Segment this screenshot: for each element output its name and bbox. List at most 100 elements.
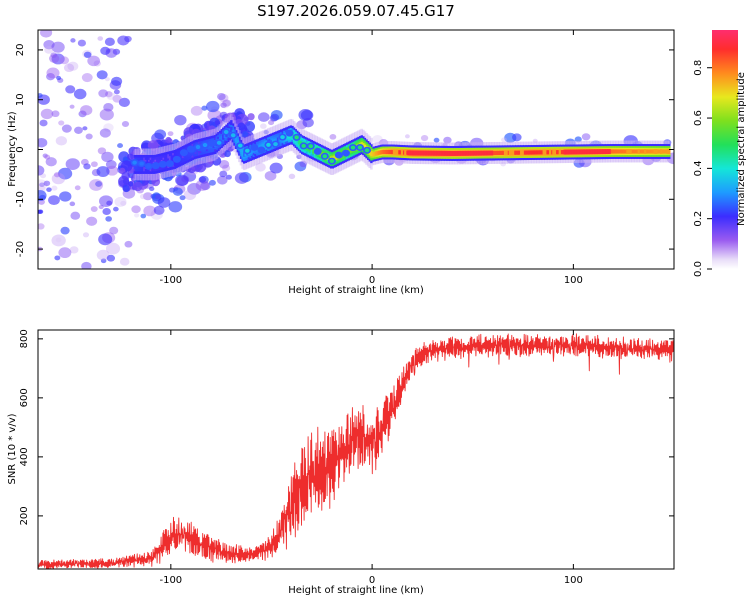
spectrogram-noise-blob <box>89 179 104 191</box>
spectrogram-noise-blob <box>51 185 58 191</box>
colorbar-ticks: 0.0 0.2 0.4 0.6 0.8 <box>693 60 712 277</box>
spectrogram-y-ticks: -20 -10 0 10 20 <box>15 44 674 257</box>
snr-background <box>38 330 674 569</box>
spectrogram-noise-blob <box>112 94 122 103</box>
spectrogram-cluster-blob <box>207 158 213 164</box>
spectrogram-noise-blob <box>46 187 52 192</box>
spectrogram-ridge-peak <box>629 149 632 154</box>
spectrogram-ridge-peak <box>462 150 465 156</box>
spectrogram-noise-blob <box>101 151 114 163</box>
spectrogram-ridge-band <box>402 150 405 155</box>
spectrogram-ridge-peak <box>433 150 436 156</box>
spectrogram-noise-blob <box>65 158 80 171</box>
spectrogram-noise-blob <box>263 129 269 135</box>
snr-y-label: SNR (10 * v/v) <box>7 413 18 484</box>
spectrogram-noise-blob <box>105 242 121 255</box>
spectrogram-noise-blob <box>81 73 93 83</box>
spectrogram-noise-blob <box>83 163 91 170</box>
spectrogram-noise-blob <box>86 216 98 226</box>
spectrogram-noise-blob <box>44 46 54 54</box>
spectrogram-noise-blob <box>78 110 87 118</box>
spectrogram-ridge-core <box>280 135 285 140</box>
spectrogram-ridge-peak <box>458 150 462 156</box>
spectrogram-ridge-band <box>276 137 280 143</box>
snr-y-tick-label: 400 <box>19 447 30 466</box>
spectrogram-ridge-band <box>664 149 668 154</box>
spectrogram-noise-blob <box>174 114 187 126</box>
spectrogram-ridge-core <box>139 161 144 166</box>
snr-x-tick-label: 100 <box>564 575 583 586</box>
spectrogram-ridge-peak <box>415 150 418 156</box>
spectrogram-ridge-band <box>222 134 225 140</box>
spectrogram-ridge-core <box>322 154 328 159</box>
spectrogram-ridge-band <box>631 149 634 154</box>
spectrogram-x-label: Height of straight line (km) <box>288 285 424 296</box>
spectrogram-ridge-peak <box>586 149 589 155</box>
spectrogram-ridge-band <box>555 150 558 155</box>
spectrogram-noise-blob <box>222 164 231 172</box>
spectrogram-ridge-peak <box>566 149 569 155</box>
spectrogram-ridge-band <box>523 150 526 155</box>
spectrogram-noise-blob <box>90 161 98 168</box>
spectrogram-ridge-band <box>241 150 244 156</box>
spectrogram-ridge-core <box>245 148 250 153</box>
spectrogram-ridge-band <box>494 150 497 156</box>
spectrogram-ridge-peak <box>571 149 574 155</box>
spectrogram-cluster-blob <box>191 128 202 139</box>
snr-x-ticks: -100 0 100 <box>159 330 583 586</box>
spectrogram-noise-blob <box>172 187 183 196</box>
spectrogram-noise-blob <box>82 232 90 238</box>
spectrogram-ridge-band <box>610 149 613 154</box>
spectrogram-ridge-peak <box>481 150 484 156</box>
spectrogram-ridge-band <box>634 149 637 154</box>
spectrogram-ridge-peak <box>542 149 545 155</box>
spectrogram-x-tick-label: 100 <box>564 275 583 286</box>
spectrogram-noise-blob <box>85 133 93 140</box>
spectrogram-cluster-blob <box>133 181 143 192</box>
spectrogram-ridge-band <box>242 151 246 157</box>
spectrogram-noise-blob <box>139 193 147 200</box>
spectrogram-ridge-core <box>230 133 236 138</box>
spectrogram-ridge-band <box>220 135 223 142</box>
spectrogram-ridge-band <box>333 155 336 161</box>
spectrogram-cluster-blob <box>242 131 249 138</box>
spectrogram-noise-blob <box>298 109 313 121</box>
spectrogram-ridge-band <box>387 149 391 155</box>
spectrogram-noise-blob <box>38 223 45 230</box>
spectrogram-noise-blob <box>420 134 429 142</box>
spectrogram-ridge-band <box>561 150 565 155</box>
spectrogram-ridge-blob <box>179 149 188 157</box>
spectrogram-ridge-band <box>524 150 528 155</box>
spectrogram-ridge-band <box>650 149 653 154</box>
spectrogram-noise-blob <box>176 175 189 186</box>
spectrogram-noise-blob <box>67 61 79 71</box>
spectrogram-noise-blob <box>38 137 48 148</box>
spectrogram-ridge-band <box>624 149 627 154</box>
spectrogram-ridge-peak <box>595 149 598 155</box>
spectrogram-ridge-blob <box>158 160 167 168</box>
spectrogram-noise-blob <box>96 70 108 80</box>
spectrogram-noise-blob <box>87 55 101 67</box>
spectrogram-noise-blob <box>104 37 115 47</box>
colorbar: 0.0 0.2 0.4 0.6 0.8 Normalized spectral ampl… <box>693 30 747 277</box>
spectrogram-ridge-peak <box>441 150 444 156</box>
spectrogram-noise-blob <box>100 258 107 264</box>
spectrogram-noise-blob <box>99 108 114 121</box>
spectrogram-ridge-band <box>299 140 302 146</box>
spectrogram-noise-blob <box>51 110 60 118</box>
spectrogram-noise-blob <box>69 246 79 254</box>
spectrogram-ridge-core <box>132 160 137 165</box>
snr-y-ticks: 200 400 600 800 <box>19 329 674 525</box>
spectrogram-noise-blob <box>55 237 62 243</box>
spectrogram-x-tick-label: -100 <box>159 275 182 286</box>
spectrogram-cluster-blob <box>247 113 255 121</box>
spectrogram-ridge-peak <box>396 149 399 155</box>
spectrogram-ridge-band <box>639 149 642 154</box>
spectrogram-noise-blob <box>179 195 186 201</box>
spectrogram-ridge-core <box>357 145 363 150</box>
spectrogram-ridge-core <box>273 142 278 147</box>
spectrogram-ridge-band <box>537 150 541 155</box>
snr-x-label: Height of straight line (km) <box>288 585 424 596</box>
spectrogram-ridge-band <box>500 150 504 155</box>
spectrogram-noise-blob <box>45 157 57 167</box>
